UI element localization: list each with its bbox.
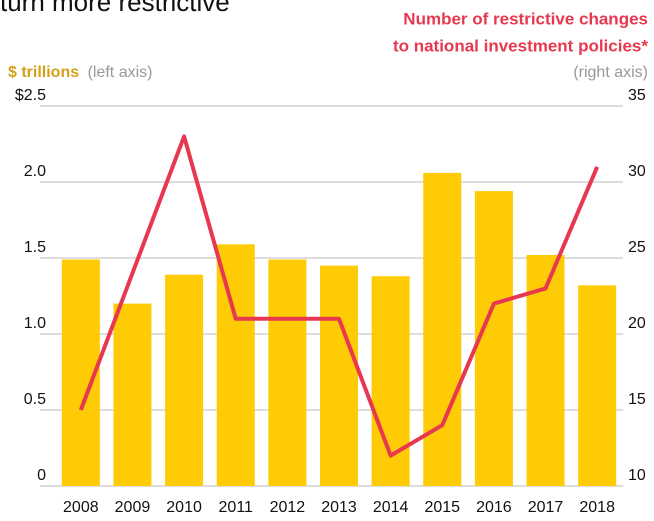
y2-axis-label: to national investment policies* [393, 36, 648, 55]
line [78, 134, 600, 458]
chart-title: turn more restrictive [0, 0, 230, 17]
x-tick-label: 2009 [115, 499, 151, 516]
y2-axis-note: (right axis) [573, 64, 648, 81]
y2-tick-label: 35 [628, 87, 646, 104]
y-tick-label: 0 [37, 467, 46, 484]
x-tick-label: 2008 [63, 499, 99, 516]
y-axis-label-group: $ trillions (left axis) [8, 64, 152, 81]
x-tick-label: 2017 [528, 499, 564, 516]
y2-tick-label: 25 [628, 239, 646, 256]
x-tick-label: 2010 [166, 499, 202, 516]
bar [113, 303, 152, 486]
y-tick-label: 2.0 [24, 163, 46, 180]
x-tick-label: 2012 [270, 499, 306, 516]
y-axis-label: $ trillions [8, 64, 79, 81]
y-tick-label: 1.0 [24, 315, 46, 332]
y2-tick-label: 30 [628, 163, 646, 180]
x-tick-label: 2011 [219, 499, 254, 516]
y2-tick-label: 20 [628, 315, 646, 332]
y2-tick-label: 15 [628, 391, 646, 408]
x-tick-label: 2015 [424, 499, 460, 516]
y-tick-label: 0.5 [24, 391, 46, 408]
y2-tick-label: 10 [628, 467, 646, 484]
y-tick-label: 1.5 [24, 239, 46, 256]
bar [216, 244, 255, 486]
y-axis-note: (left axis) [88, 64, 153, 81]
bar [320, 265, 358, 486]
x-tick-label: 2014 [373, 499, 409, 516]
bar [165, 274, 204, 486]
bar [423, 172, 462, 486]
x-tick-label: 2013 [321, 499, 357, 516]
bar [268, 259, 307, 486]
bar [474, 191, 513, 486]
x-tick-label: 2016 [476, 499, 512, 516]
y2-axis-label: Number of restrictive changes [403, 9, 648, 28]
bar [578, 285, 617, 486]
x-tick-label: 2018 [579, 499, 615, 516]
y-tick-label: $2.5 [15, 87, 46, 104]
